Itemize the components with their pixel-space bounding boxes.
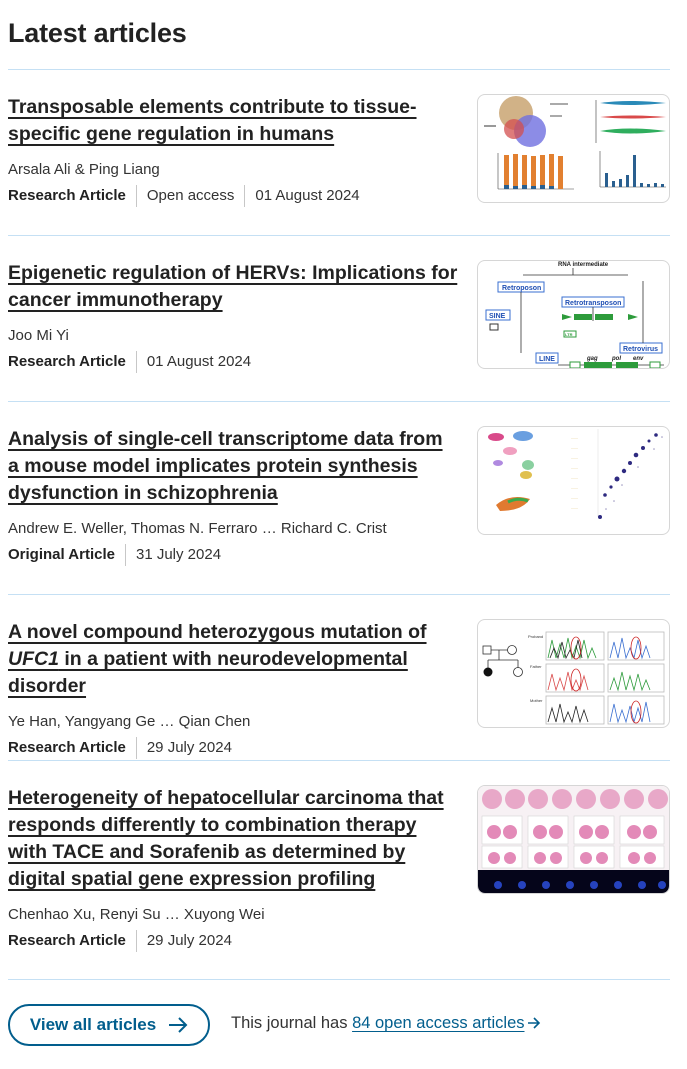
article-date: 29 July 2024 <box>146 739 232 756</box>
article-item: Epigenetic regulation of HERVs: Implicat… <box>8 260 670 373</box>
meta-separator <box>124 544 126 566</box>
article-date: 29 July 2024 <box>146 932 232 949</box>
title-text: in a patient with neurodevelopmental dis… <box>8 648 408 697</box>
article-type: Research Article <box>8 739 126 756</box>
thumb-label: LTR <box>565 332 573 337</box>
article-authors: Ye Han, Yangyang Ge … Qian Chen <box>8 713 251 730</box>
thumb-label: LINE <box>539 356 555 363</box>
figure-retrotransposon-diagram-icon: RNA intermediate Retroposon Retrotranspo… <box>485 262 664 368</box>
article-meta: Research Article Open access 01 August 2… <box>8 185 670 207</box>
thumb-label: SINE <box>489 313 506 320</box>
thumb-label: Retroposon <box>502 285 541 292</box>
article-authors: Joo Mi Yi <box>8 327 69 344</box>
meta-separator <box>244 185 246 207</box>
svg-text:.......: ....... <box>571 436 578 440</box>
article-meta: Research Article 29 July 2024 <box>8 737 670 759</box>
article-meta: Original Article 31 July 2024 <box>8 544 670 566</box>
thumb-label: Mother <box>530 698 543 703</box>
article-thumbnail[interactable] <box>477 94 670 203</box>
figure-tissue-slides-icon <box>478 786 669 893</box>
oa-prefix: This journal has <box>231 1014 353 1032</box>
divider <box>8 979 670 980</box>
view-all-articles-button[interactable]: View all articles <box>8 1004 210 1046</box>
svg-text:.......: ....... <box>571 476 578 480</box>
article-date: 31 July 2024 <box>135 546 222 563</box>
open-access-articles-link[interactable]: 84 open access articles <box>352 1014 524 1032</box>
divider <box>8 401 670 402</box>
section-heading: Latest articles <box>8 18 187 48</box>
meta-separator <box>135 185 137 207</box>
meta-separator <box>135 351 137 373</box>
article-authors: Arsala Ali & Ping Liang <box>8 161 160 178</box>
article-authors: Chenhao Xu, Renyi Su … Xuyong Wei <box>8 906 265 923</box>
thumb-label: pol <box>611 356 621 362</box>
article-title-link[interactable]: Epigenetic regulation of HERVs: Implicat… <box>8 262 458 311</box>
svg-text:.......: ....... <box>571 486 578 490</box>
meta-separator <box>135 737 137 759</box>
title-text: A novel compound heterozygous mutation o… <box>8 621 427 643</box>
article-thumbnail[interactable]: ..................... ..................… <box>477 426 670 535</box>
thumb-label: Father <box>530 664 542 669</box>
svg-text:.......: ....... <box>571 466 578 470</box>
article-date: 01 August 2024 <box>146 353 252 370</box>
thumb-label: RNA intermediate <box>558 262 609 268</box>
article-authors: Andrew E. Weller, Thomas N. Ferraro … Ri… <box>8 520 387 537</box>
article-item: Heterogeneity of hepatocellular carcinom… <box>8 785 670 952</box>
link-label: 84 open access articles <box>352 1014 525 1032</box>
article-meta: Research Article 01 August 2024 <box>8 351 670 373</box>
article-title-link[interactable]: Analysis of single-cell transcriptome da… <box>8 428 443 504</box>
thumb-label: gag <box>586 356 598 362</box>
thumb-label: Retrotransposon <box>565 300 621 307</box>
article-date: 01 August 2024 <box>255 187 360 204</box>
article-type: Research Article <box>8 187 126 204</box>
svg-text:.......: ....... <box>571 496 578 500</box>
divider <box>8 760 670 761</box>
arrow-right-icon <box>169 1017 188 1033</box>
divider <box>8 69 670 70</box>
thumb-label: env <box>633 356 644 362</box>
article-title-link[interactable]: A novel compound heterozygous mutation o… <box>8 619 458 700</box>
article-thumbnail[interactable]: RNA intermediate Retroposon Retrotranspo… <box>477 260 670 369</box>
article-type: Research Article <box>8 932 126 949</box>
article-thumbnail[interactable] <box>477 785 670 894</box>
thumb-label: Retrovirus <box>623 346 658 353</box>
article-title-link[interactable]: Heterogeneity of hepatocellular carcinom… <box>8 787 444 890</box>
article-thumbnail[interactable]: Proband Father Mother <box>477 619 670 728</box>
open-access-badge: Open access <box>146 187 235 204</box>
article-title-link[interactable]: Transposable elements contribute to tiss… <box>8 96 417 145</box>
figure-pedigree-chromatogram-icon: Proband Father Mother <box>482 631 665 725</box>
divider <box>8 594 670 595</box>
svg-text:.......: ....... <box>571 506 578 510</box>
article-meta: Research Article 29 July 2024 <box>8 930 670 952</box>
arrow-right-icon <box>527 1017 540 1029</box>
gene-name: UFC1 <box>8 648 59 670</box>
button-label: View all articles <box>29 1015 157 1034</box>
article-item: A novel compound heterozygous mutation o… <box>8 619 670 759</box>
figure-venn-bar-chart-icon <box>484 96 666 190</box>
article-type: Original Article <box>8 546 115 563</box>
svg-text:.......: ....... <box>571 446 578 450</box>
open-access-summary: This journal has 84 open access articles <box>231 1014 541 1033</box>
svg-text:.......: ....... <box>571 456 578 460</box>
divider <box>8 235 670 236</box>
article-item: Transposable elements contribute to tiss… <box>8 94 670 207</box>
figure-umap-dotplot-icon: ..................... ..................… <box>488 429 663 519</box>
article-item: Analysis of single-cell transcriptome da… <box>8 426 670 566</box>
article-type: Research Article <box>8 353 126 370</box>
thumb-label: Proband <box>528 634 543 639</box>
meta-separator <box>135 930 137 952</box>
